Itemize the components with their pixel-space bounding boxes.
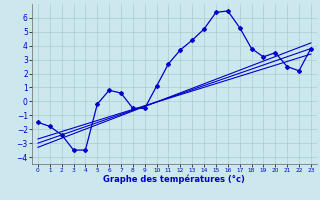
X-axis label: Graphe des températures (°c): Graphe des températures (°c) (103, 175, 245, 184)
